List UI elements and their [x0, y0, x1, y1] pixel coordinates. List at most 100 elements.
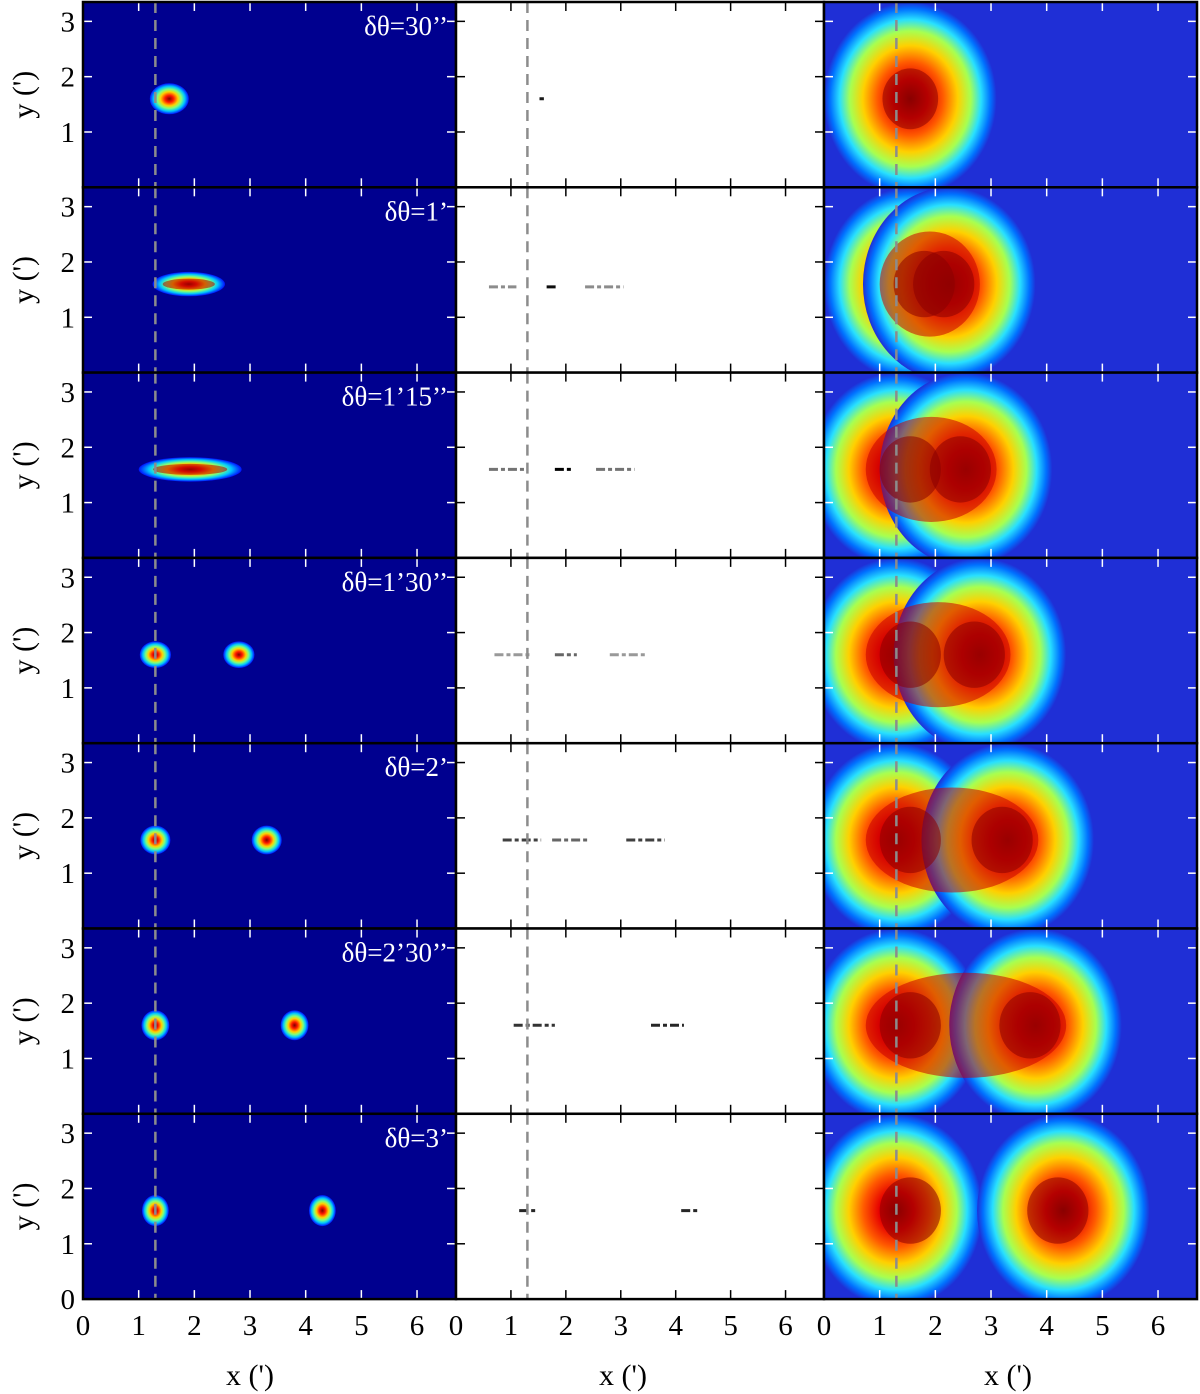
- left-panel-row-3: δθ=1’15’’ 1 2 3 y ('): [7, 371, 458, 560]
- x-tick-label: 6: [1151, 1310, 1166, 1342]
- row-6: δθ=2’30’’ 1 2 3 y ('): [7, 927, 1199, 1116]
- x-tick-label: 5: [1095, 1310, 1110, 1342]
- left-panel-background: [83, 187, 456, 373]
- y-tick-label: 2: [61, 803, 76, 835]
- y-tick-label: 3: [61, 6, 76, 38]
- y-tick-label: 2: [61, 247, 76, 279]
- y-axis-label: y ('): [7, 812, 40, 860]
- row-4: δθ=1’30’’ 1 2 3 y ('): [7, 556, 1199, 745]
- separation-label: δθ=3’: [385, 1123, 448, 1153]
- middle-panel-background: [456, 1113, 824, 1300]
- middle-panel-row-3: [454, 371, 826, 560]
- middle-panel-row-1: [454, 0, 826, 189]
- x-tick-label: 5: [723, 1310, 738, 1342]
- left-panel-row-5: δθ=2’ 1 2 3 y ('): [7, 741, 458, 930]
- right-panel-row-3: [822, 371, 1199, 560]
- middle-panel-background: [456, 928, 824, 1114]
- row-1: δθ=30’’ 1 2 3 y ('): [7, 0, 1199, 189]
- y-axis-label: y ('): [7, 71, 40, 119]
- middle-panel-row-7: 0 1 2 3 4 5 6: [449, 1112, 826, 1342]
- middle-panel-row-2: [454, 186, 826, 374]
- smoothed-core-1: [879, 621, 941, 688]
- row-2: δθ=1’ 1 2 3 y ('): [7, 186, 1199, 374]
- separation-label: δθ=2’30’’: [342, 938, 448, 968]
- y-axis-label: y ('): [7, 256, 40, 304]
- y-tick-label: 2: [61, 432, 76, 464]
- middle-panel-background: [456, 557, 824, 744]
- left-panel-row-6: δθ=2’30’’ 1 2 3 y ('): [7, 927, 458, 1116]
- x-tick-label: 3: [984, 1310, 999, 1342]
- smoothed-core-2: [929, 436, 992, 503]
- middle-panel-row-6: [454, 927, 826, 1116]
- y-tick-label: 1: [61, 673, 76, 705]
- y-tick-label: 3: [61, 1118, 76, 1150]
- smoothed-core-2: [1027, 1177, 1089, 1244]
- y-tick-label: 2: [61, 618, 76, 650]
- smoothed-core: [882, 68, 939, 130]
- smoothed-core-2: [943, 621, 1005, 688]
- panel-frame: [822, 1112, 1199, 1301]
- left-panel-row-1: δθ=30’’ 1 2 3 y ('): [7, 0, 458, 189]
- y-tick-label: 1: [61, 858, 76, 890]
- smoothed-core-2: [971, 806, 1033, 874]
- right-panel-row-4: [822, 556, 1199, 745]
- middle-panel-background: [456, 372, 824, 558]
- x-tick-label: 5: [354, 1310, 369, 1342]
- left-panel-row-7: δθ=3’ 0 1 2 3 y (') 0 1 2 3 4 5 6: [7, 1112, 458, 1342]
- x-tick-label: 2: [928, 1310, 943, 1342]
- smoothed-core-1: [879, 436, 941, 503]
- y-axis-label: y ('): [7, 997, 40, 1045]
- middle-panel-row-5: [454, 741, 826, 930]
- left-panel-row-4: δθ=1’30’’ 1 2 3 y ('): [7, 556, 458, 745]
- smoothed-core-2: [999, 992, 1061, 1059]
- source-core: [153, 463, 228, 475]
- y-tick-label: 2: [61, 1173, 76, 1205]
- y-tick-label: 1: [61, 488, 76, 520]
- y-tick-label: 1: [61, 1229, 76, 1261]
- right-panel-row-5: [822, 741, 1199, 930]
- x-tick-label: 1: [872, 1310, 887, 1342]
- right-panel-row-2: [822, 186, 1199, 374]
- y-axis-label: y ('): [7, 627, 40, 675]
- middle-panel-background: [456, 187, 824, 373]
- x-tick-label: 2: [559, 1310, 574, 1342]
- y-tick-label: 2: [61, 988, 76, 1020]
- panel-grid: δθ=30’’ 1 2 3 y (') δθ=1’ 1 2 3 y (') δθ=1’15’’ 1 2 3…: [7, 0, 1199, 1342]
- y-tick-label: 3: [61, 562, 76, 594]
- x-tick-label: 3: [614, 1310, 629, 1342]
- right-panel-row-6: [822, 927, 1199, 1116]
- x-tick-label: 2: [187, 1310, 202, 1342]
- source-core: [162, 278, 215, 290]
- x-tick-label: 4: [298, 1310, 313, 1342]
- y-tick-label: 3: [61, 192, 76, 224]
- y-tick-label: 1: [61, 302, 76, 334]
- x-tick-label: 0: [76, 1310, 91, 1342]
- y-tick-label: 3: [61, 377, 76, 409]
- x-tick-label: 3: [243, 1310, 258, 1342]
- x-tick-label: 6: [778, 1310, 793, 1342]
- y-axis-label: y ('): [7, 441, 40, 489]
- y-axis-label: y ('): [7, 1183, 40, 1231]
- smoothed-core-2: [913, 250, 975, 318]
- smoothed-core-1: [879, 992, 941, 1059]
- source-blob-2: [223, 641, 255, 668]
- x-tick-label: 0: [449, 1310, 464, 1342]
- y-tick-label: 3: [61, 748, 76, 780]
- right-panel-row-1: [822, 0, 1199, 189]
- x-tick-label: 6: [410, 1310, 425, 1342]
- source-blob-2: [251, 825, 282, 855]
- separation-label: δθ=30’’: [364, 11, 448, 41]
- x-tick-label: 4: [668, 1310, 683, 1342]
- row-3: δθ=1’15’’ 1 2 3 y ('): [7, 371, 1199, 560]
- x-tick-label: 1: [131, 1310, 146, 1342]
- row-5: δθ=2’ 1 2 3 y ('): [7, 741, 1199, 930]
- middle-panel-background: [456, 2, 824, 188]
- x-tick-label: 1: [504, 1310, 519, 1342]
- left-panel-row-2: δθ=1’ 1 2 3 y ('): [7, 186, 458, 374]
- smoothed-core-1: [879, 806, 941, 874]
- x-tick-label: 4: [1039, 1310, 1054, 1342]
- separation-label: δθ=1’15’’: [342, 382, 448, 412]
- x-axis-label-middle: x ('): [599, 1359, 647, 1392]
- y-tick-label: 1: [61, 1043, 76, 1075]
